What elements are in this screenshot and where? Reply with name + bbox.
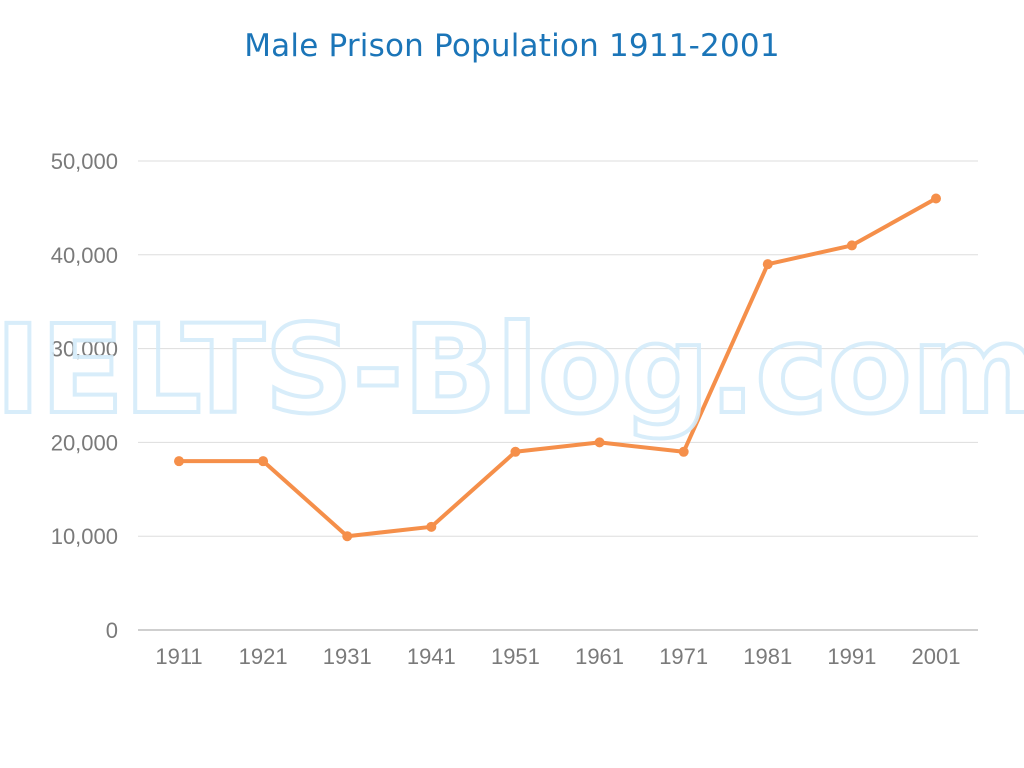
x-tick-label: 1991 bbox=[827, 644, 876, 669]
data-point bbox=[258, 456, 269, 467]
series-layer bbox=[174, 193, 941, 542]
x-tick-label: 1941 bbox=[407, 644, 456, 669]
data-point bbox=[510, 446, 521, 457]
chart-title: Male Prison Population 1911-2001 bbox=[244, 28, 780, 64]
data-point bbox=[931, 193, 941, 204]
x-tick-label: 1911 bbox=[155, 644, 202, 669]
series-line bbox=[177, 196, 938, 539]
data-point bbox=[762, 259, 773, 270]
x-tick-label: 1971 bbox=[659, 644, 708, 669]
y-tick-label: 20,000 bbox=[51, 430, 118, 455]
gridlines bbox=[138, 160, 978, 631]
y-tick-label: 30,000 bbox=[51, 337, 118, 362]
y-tick-label: 50,000 bbox=[51, 149, 118, 174]
y-tick-label: 0 bbox=[106, 618, 118, 643]
y-axis-ticks: 0 10,000 20,000 30,000 40,000 50,000 bbox=[51, 149, 118, 643]
data-point bbox=[342, 531, 353, 542]
data-point bbox=[174, 456, 184, 467]
data-point bbox=[594, 437, 605, 448]
x-tick-label: 1931 bbox=[323, 644, 372, 669]
x-tick-label: 2001 bbox=[912, 644, 961, 669]
y-tick-label: 10,000 bbox=[51, 524, 118, 549]
x-tick-label: 1981 bbox=[743, 644, 792, 669]
data-point bbox=[678, 446, 689, 457]
x-tick-label: 1921 bbox=[239, 644, 288, 669]
data-point bbox=[426, 521, 437, 532]
x-tick-label: 1961 bbox=[575, 644, 624, 669]
x-tick-label: 1951 bbox=[491, 644, 540, 669]
watermark-text: IELTS-Blog.com bbox=[0, 299, 1024, 441]
x-axis-ticks: 1911 1921 1931 1941 1951 1961 1971 1981 1991 2001 bbox=[155, 644, 960, 669]
data-point bbox=[846, 240, 857, 251]
y-tick-label: 40,000 bbox=[51, 243, 118, 268]
